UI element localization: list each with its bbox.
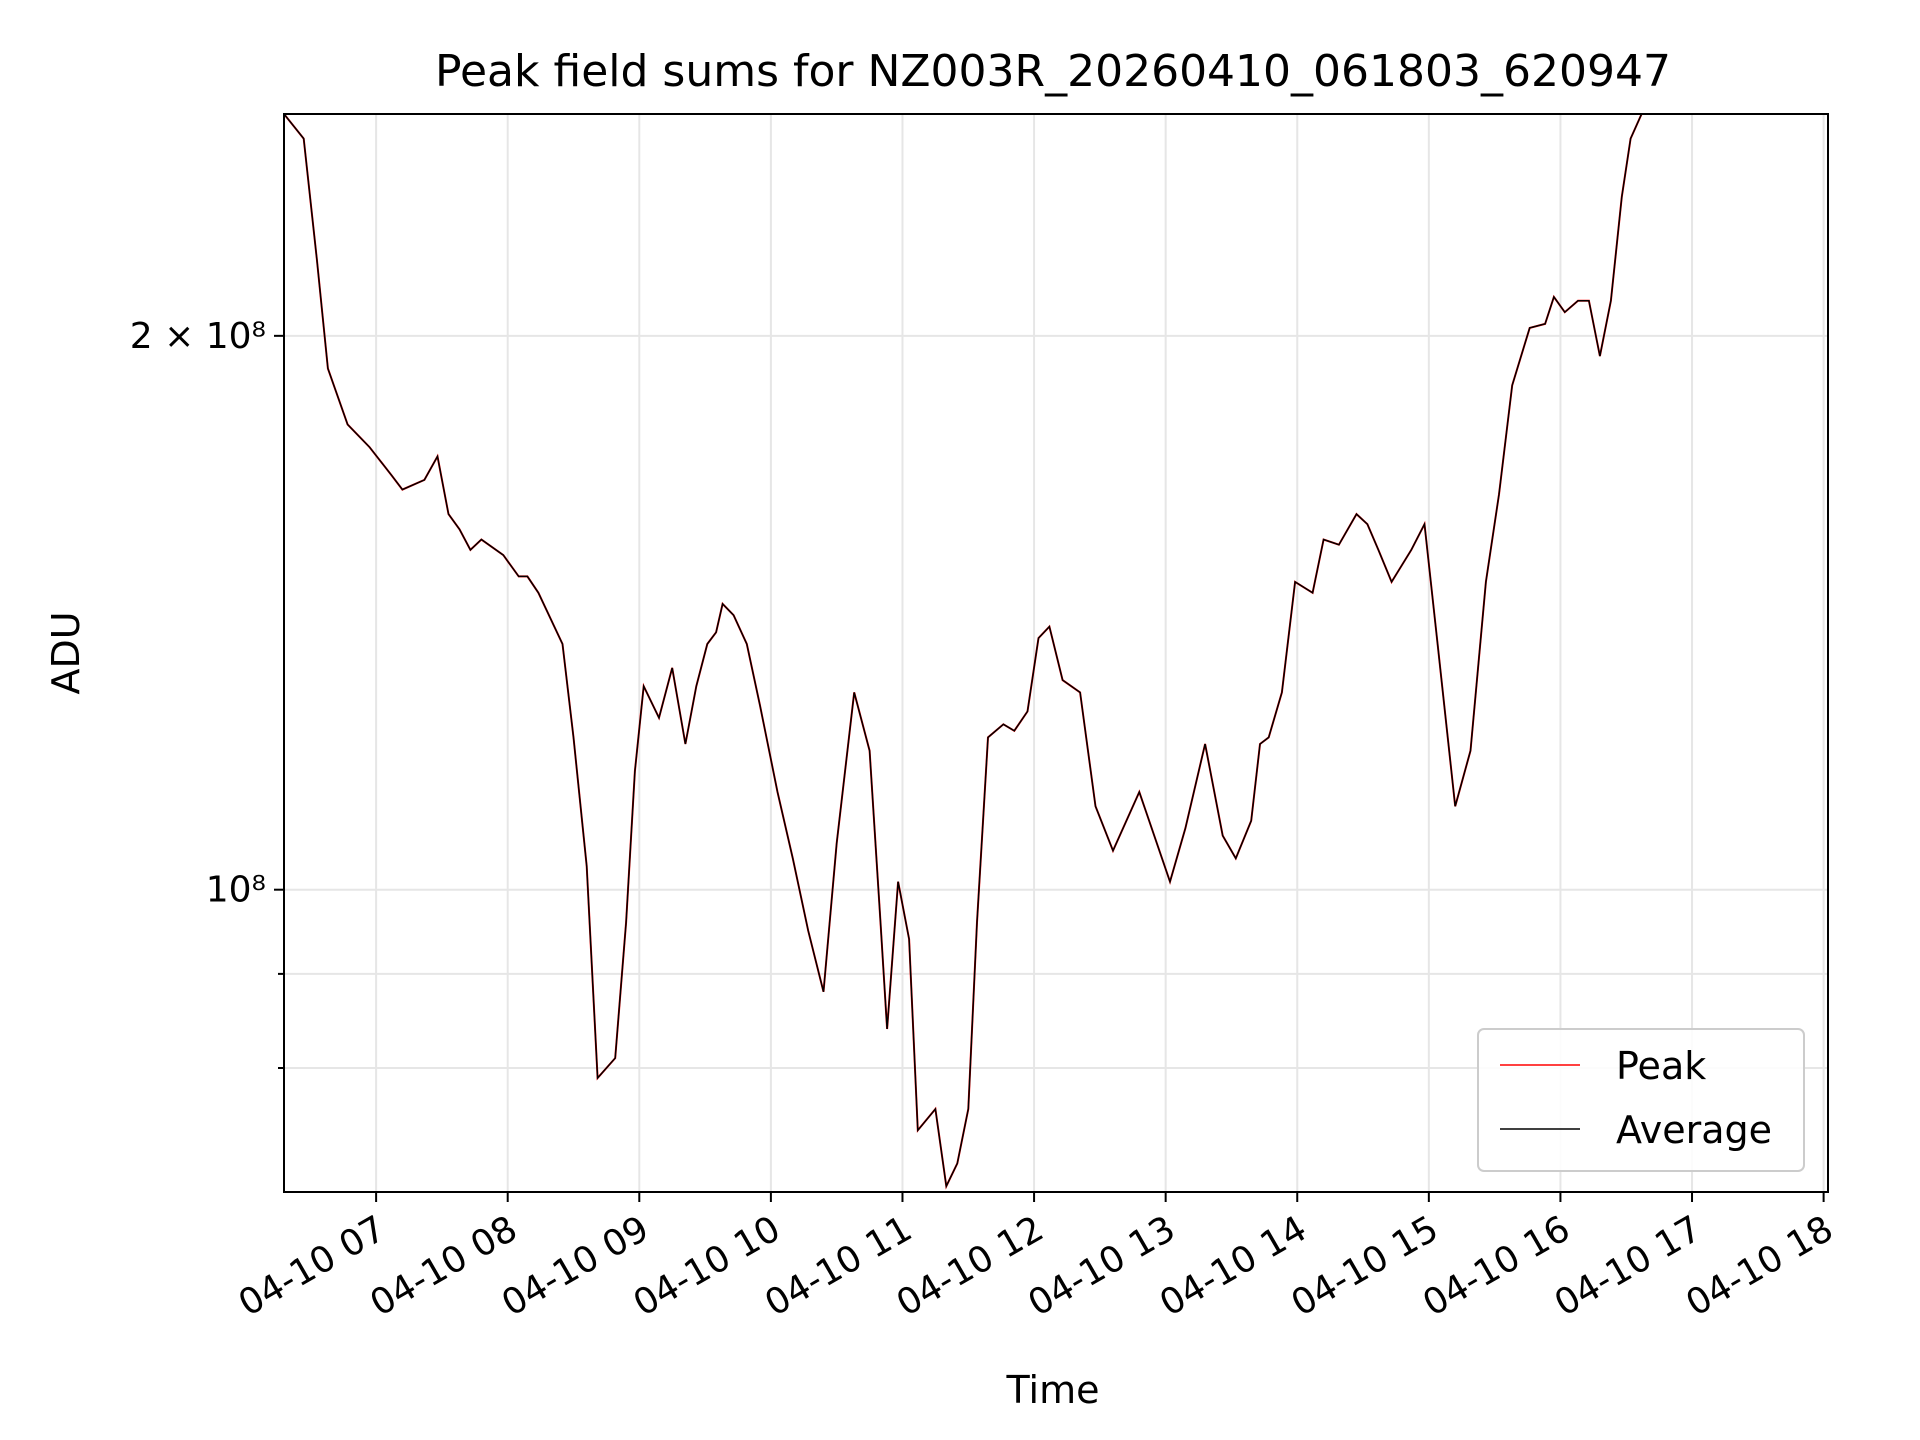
series-average [283, 113, 1828, 1189]
series-layer [283, 113, 1828, 1190]
chart-title: Peak field sums for NZ003R_20260410_0618… [435, 46, 1671, 97]
x-axis-label: Time [1006, 1368, 1100, 1412]
plot-frame [283, 113, 1829, 1193]
y-tick-label: 2 × 10⁸ [130, 316, 266, 357]
y-axis-label: ADU [44, 611, 88, 694]
y-tick-label: 10⁸ [206, 870, 266, 911]
y-axis: 2 × 10⁸ 10⁸ [130, 316, 284, 1069]
grid [284, 114, 1828, 1192]
legend-label-peak: Peak [1616, 1044, 1706, 1088]
legend: Peak Average [1477, 1028, 1805, 1172]
legend-label-average: Average [1616, 1108, 1772, 1152]
